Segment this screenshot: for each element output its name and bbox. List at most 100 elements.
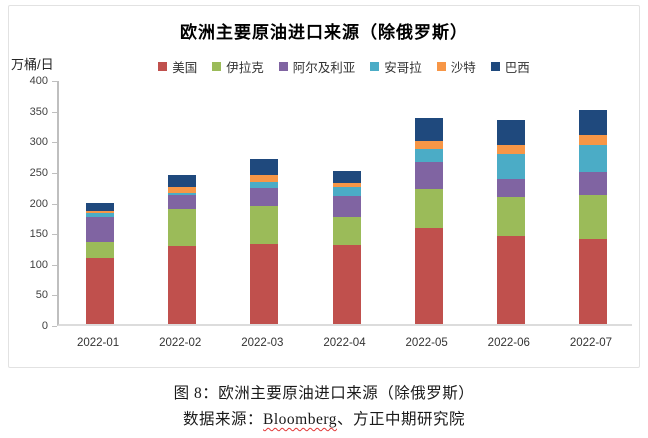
bar-group xyxy=(496,81,525,324)
x-axis-tick-label: 2022-03 xyxy=(241,337,284,349)
bar-segment xyxy=(332,186,361,196)
legend-swatch-icon xyxy=(370,61,380,71)
y-axis-tick-label: 100 xyxy=(29,258,48,271)
x-axis-tick-label: 2022-01 xyxy=(76,337,120,349)
bar-group xyxy=(168,81,197,324)
x-axis-tick-label: 2022-04 xyxy=(323,337,366,349)
legend-swatch-icon xyxy=(490,61,500,71)
bar-segment xyxy=(250,158,279,175)
bar-segment xyxy=(496,153,525,180)
bar-segment xyxy=(86,241,115,259)
bar-segment xyxy=(578,238,607,324)
bar-segment xyxy=(86,210,115,213)
x-axis-tick-label: 2022-05 xyxy=(405,337,448,349)
bar-segment xyxy=(496,235,525,324)
bar-segment xyxy=(496,120,525,146)
bar-segment xyxy=(414,117,443,142)
bar-segment xyxy=(332,196,361,218)
legend-item: 沙特 xyxy=(436,57,476,76)
y-axis-tick-label: 0 xyxy=(41,320,48,332)
bar-group xyxy=(86,81,115,324)
bar-segment xyxy=(86,216,115,242)
x-axis-tick-label: 2022-06 xyxy=(487,337,530,349)
x-axis-labels: 2022-01 2022-02 2022-03 2022-04 2022-05 2022-… xyxy=(57,337,632,353)
bar-segment xyxy=(168,175,197,188)
legend-item: 伊拉克 xyxy=(212,57,264,76)
y-axis-tick-label: 350 xyxy=(29,105,48,118)
legend-item: 美国 xyxy=(158,57,197,76)
bar-segment xyxy=(414,162,443,189)
bar-group xyxy=(250,81,279,324)
bar-segment xyxy=(414,228,443,324)
source-caption: 数据来源：Bloomberg、方正中期研究院 xyxy=(0,407,648,429)
legend-item: 安哥拉 xyxy=(370,57,422,76)
y-axis-tick-label: 50 xyxy=(35,289,48,302)
plot-area xyxy=(52,81,632,327)
source-caption-suffix: 、方正中期研究院 xyxy=(336,411,465,428)
bar-segment xyxy=(86,212,115,217)
bar-segment xyxy=(414,188,443,229)
y-axis-tick-label: 150 xyxy=(29,228,48,241)
y-axis-tick-label: 200 xyxy=(29,197,48,210)
y-axis-tick xyxy=(52,326,57,327)
bar-segment xyxy=(332,170,361,183)
x-axis-tick-label: 2022-07 xyxy=(569,337,613,349)
y-axis-tick xyxy=(52,203,57,205)
bar-segment xyxy=(578,194,607,239)
bar-segment xyxy=(332,217,361,245)
bar-segment xyxy=(414,148,443,163)
bar-segment xyxy=(168,192,197,196)
legend-label: 阿尔及利亚 xyxy=(292,60,356,75)
bar-group xyxy=(414,81,443,324)
y-axis-tick xyxy=(52,295,57,297)
legend-label: 巴西 xyxy=(504,60,530,75)
legend-label: 沙特 xyxy=(450,60,476,75)
legend-label: 伊拉克 xyxy=(226,60,264,75)
bar-segment xyxy=(578,110,607,135)
bar-segment xyxy=(250,181,279,189)
y-axis-tick xyxy=(52,111,57,113)
bar-segment xyxy=(86,258,115,324)
y-axis-tick-label: 400 xyxy=(29,75,48,87)
bar-segment xyxy=(168,245,197,324)
legend-swatch-icon xyxy=(212,61,222,71)
bar-segment xyxy=(496,145,525,154)
legend: 美国 伊拉克 阿尔及利亚 安哥拉 沙特 巴西 xyxy=(69,57,619,75)
bar-segment xyxy=(578,145,607,172)
chart-title: 欧洲主要原油进口来源（除俄罗斯） xyxy=(180,23,468,42)
legend-swatch-icon xyxy=(278,61,288,71)
legend-swatch-icon xyxy=(158,61,168,71)
bar-group xyxy=(332,81,361,324)
legend-item: 巴西 xyxy=(490,57,530,76)
y-axis-tick-label: 300 xyxy=(29,136,48,149)
bar-segment xyxy=(578,171,607,195)
figure-caption: 图 8：欧洲主要原油进口来源（除俄罗斯） xyxy=(173,385,475,402)
y-axis-tick xyxy=(52,264,57,266)
bar-segment xyxy=(250,188,279,207)
bar-group xyxy=(578,81,607,324)
bar-segment xyxy=(250,206,279,245)
y-axis-tick xyxy=(52,81,57,82)
source-caption-bloomberg: Bloomberg xyxy=(263,411,337,428)
bar-segment xyxy=(414,141,443,149)
y-axis-labels: 0 50 100 150 200 250 300 350 400 xyxy=(10,75,50,332)
legend-item: 阿尔及利亚 xyxy=(278,57,356,76)
y-axis-tick-label: 250 xyxy=(29,166,48,179)
bar-segment xyxy=(168,208,197,246)
source-caption-prefix: 数据来源： xyxy=(183,411,264,428)
bar-segment xyxy=(168,195,197,209)
bar-segment xyxy=(250,174,279,182)
bar-segment xyxy=(496,197,525,236)
y-axis-tick xyxy=(52,142,57,144)
bar-segment xyxy=(496,179,525,198)
y-axis-tick xyxy=(52,172,57,174)
bar-segment xyxy=(578,134,607,146)
legend-label: 美国 xyxy=(172,60,198,75)
bar-segment xyxy=(168,187,197,193)
y-axis-tick xyxy=(52,234,57,236)
bar-segment xyxy=(332,245,361,324)
bar-segment xyxy=(86,203,115,211)
y-axis-unit-label: 万桶/日 xyxy=(11,57,54,72)
bar-segment xyxy=(250,244,279,324)
